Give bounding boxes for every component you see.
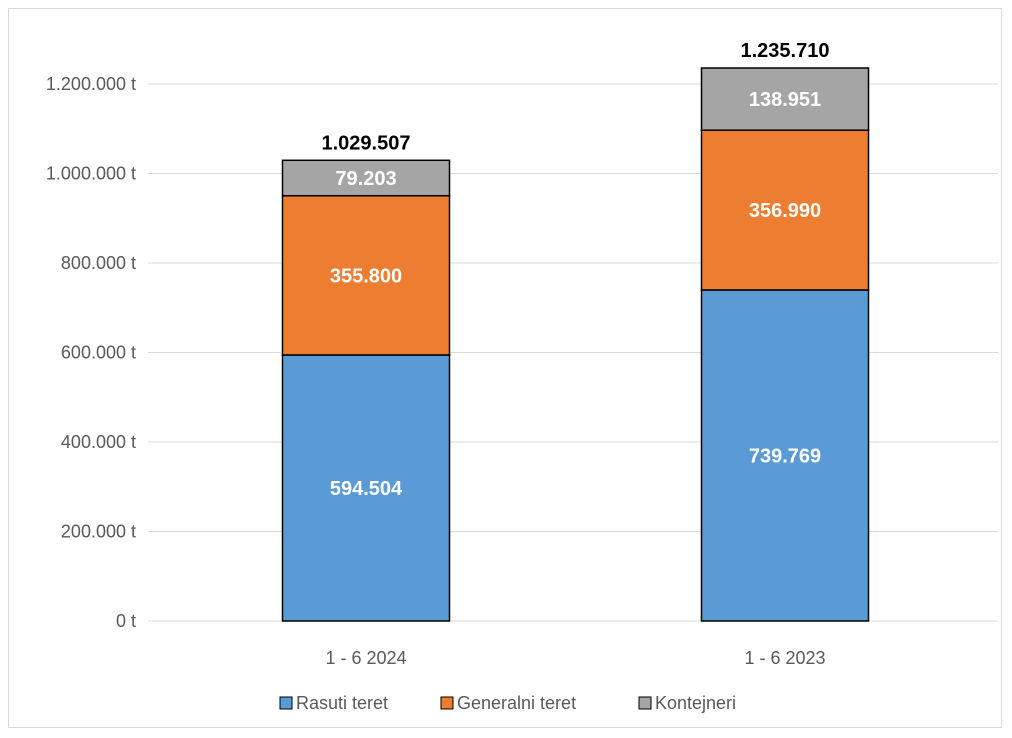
legend-label: Rasuti teret <box>296 693 388 713</box>
y-tick-label: 200.000 t <box>61 522 136 542</box>
data-label: 739.769 <box>749 445 821 467</box>
y-tick-label: 600.000 t <box>61 343 136 363</box>
bar-segment <box>281 354 451 622</box>
data-label: 594.504 <box>330 478 403 500</box>
y-tick-label: 1.200.000 t <box>46 74 136 94</box>
total-label: 1.235.710 <box>741 40 830 62</box>
legend-label: Generalni teret <box>457 693 576 713</box>
legend-swatch <box>440 696 454 710</box>
data-label: 355.800 <box>330 265 402 287</box>
data-label: 356.990 <box>749 200 821 222</box>
y-tick-label: 800.000 t <box>61 253 136 273</box>
legend-swatch <box>279 696 293 710</box>
data-label: 138.951 <box>749 89 821 111</box>
total-label: 1.029.507 <box>322 132 411 154</box>
bar-segment <box>700 289 870 622</box>
bar-segment <box>700 129 870 291</box>
data-label: 79.203 <box>335 168 396 190</box>
legend-label: Kontejneri <box>655 693 736 713</box>
bar-segment <box>281 194 451 356</box>
x-tick-label: 1 - 6 2024 <box>325 648 406 668</box>
x-tick-label: 1 - 6 2023 <box>744 648 825 668</box>
y-tick-label: 1.000.000 t <box>46 164 136 184</box>
bar-segment <box>700 67 870 131</box>
bar-segment <box>281 159 451 197</box>
y-tick-label: 400.000 t <box>61 432 136 452</box>
y-tick-label: 0 t <box>116 611 136 631</box>
legend-swatch <box>638 696 652 710</box>
